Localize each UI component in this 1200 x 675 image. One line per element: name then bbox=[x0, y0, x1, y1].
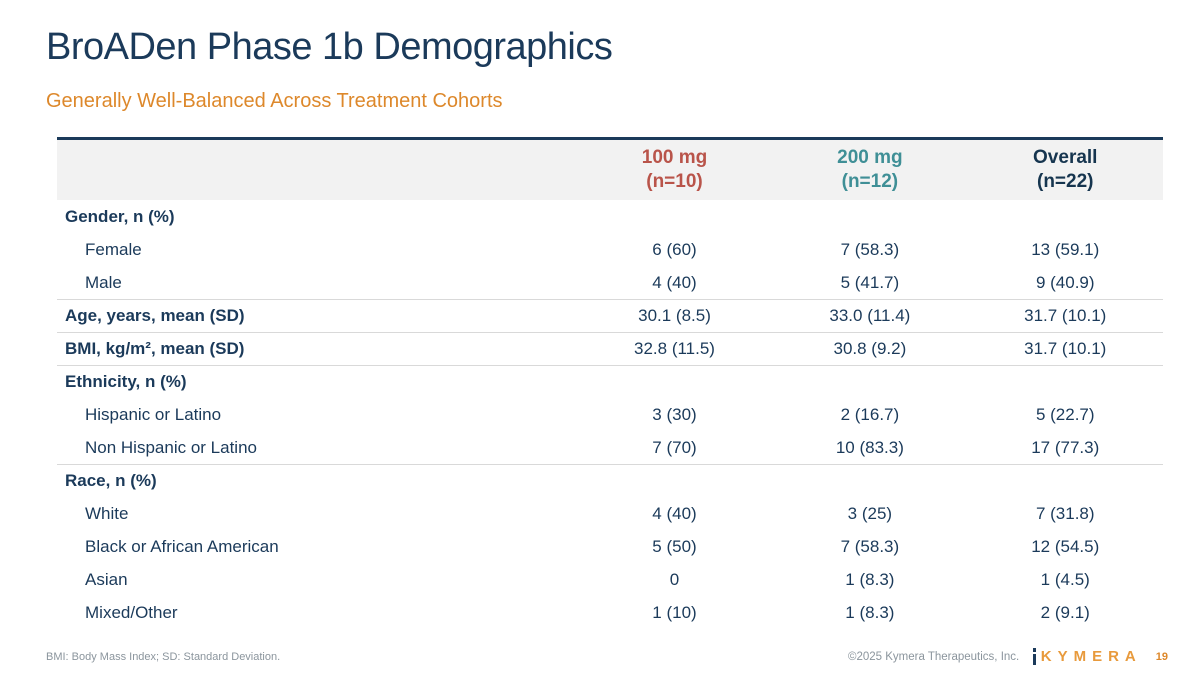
column-header-dose-label: 100 mg bbox=[641, 147, 708, 168]
table-row: Male 4 (40) 5 (41.7) 9 (40.9) bbox=[57, 266, 1163, 299]
table-row: BMI, kg/m², mean (SD) 32.8 (11.5) 30.8 (… bbox=[57, 332, 1163, 365]
row-label: Non Hispanic or Latino bbox=[85, 437, 257, 457]
table-row: Race, n (%) bbox=[57, 464, 1163, 497]
cell-200mg: 1 (8.3) bbox=[845, 602, 895, 622]
cell-200mg: 1 (8.3) bbox=[845, 569, 895, 589]
cell-100mg: 3 (30) bbox=[652, 404, 697, 424]
cell-200mg: 7 (58.3) bbox=[840, 536, 900, 556]
cell-overall: 9 (40.9) bbox=[1035, 272, 1095, 292]
column-header-overall: Overall (n=22) bbox=[968, 146, 1163, 194]
table-row: Black or African American 5 (50) 7 (58.3… bbox=[57, 530, 1163, 563]
cell-100mg: 6 (60) bbox=[652, 239, 697, 259]
row-label: Age, years, mean (SD) bbox=[65, 306, 245, 325]
page-subtitle: Generally Well-Balanced Across Treatment… bbox=[46, 90, 503, 112]
table-row: Female 6 (60) 7 (58.3) 13 (59.1) bbox=[57, 233, 1163, 266]
row-label: Ethnicity, n (%) bbox=[65, 372, 187, 391]
cell-100mg: 4 (40) bbox=[652, 272, 697, 292]
table-row: Ethnicity, n (%) bbox=[57, 365, 1163, 398]
cell-overall: 12 (54.5) bbox=[1031, 536, 1100, 556]
cell-100mg: 0 bbox=[669, 569, 680, 589]
cell-overall: 5 (22.7) bbox=[1035, 404, 1095, 424]
table-header-row: 100 mg (n=10) 200 mg (n=12) Overall (n=2… bbox=[57, 137, 1163, 200]
table-row: Non Hispanic or Latino 7 (70) 10 (83.3) … bbox=[57, 431, 1163, 464]
column-header-dose-label: 200 mg bbox=[837, 147, 903, 168]
row-label: Mixed/Other bbox=[85, 602, 178, 622]
footer-right: ©2025 Kymera Therapeutics, Inc. KYMERA 1… bbox=[848, 648, 1168, 665]
cell-200mg: 3 (25) bbox=[847, 503, 893, 523]
row-label: Race, n (%) bbox=[65, 471, 157, 490]
table-body: Gender, n (%) Female 6 (60) 7 (58.3) 13 … bbox=[57, 200, 1163, 629]
column-header-100mg: 100 mg (n=10) bbox=[577, 146, 772, 194]
row-label: Female bbox=[85, 239, 142, 259]
cell-200mg: 5 (41.7) bbox=[840, 272, 900, 292]
footnote-abbreviations: BMI: Body Mass Index; SD: Standard Devia… bbox=[46, 651, 281, 663]
cell-200mg: 2 (16.7) bbox=[840, 404, 900, 424]
kymera-logo-mark-icon bbox=[1033, 648, 1036, 665]
table-row: Hispanic or Latino 3 (30) 2 (16.7) 5 (22… bbox=[57, 398, 1163, 431]
row-label: BMI, kg/m², mean (SD) bbox=[65, 339, 245, 358]
row-label: Black or African American bbox=[85, 536, 279, 556]
kymera-logo-text: KYMERA bbox=[1040, 648, 1142, 665]
page-number: 19 bbox=[1155, 650, 1168, 663]
cell-200mg: 10 (83.3) bbox=[835, 437, 904, 457]
table-row: Asian 0 1 (8.3) 1 (4.5) bbox=[57, 563, 1163, 596]
cell-overall: 1 (4.5) bbox=[1040, 569, 1090, 589]
page-title: BroADen Phase 1b Demographics bbox=[46, 26, 613, 68]
cell-100mg: 30.1 (8.5) bbox=[638, 306, 711, 325]
cell-100mg: 5 (50) bbox=[652, 536, 697, 556]
cell-100mg: 1 (10) bbox=[652, 602, 697, 622]
column-header-n-label: (n=12) bbox=[841, 171, 899, 192]
table-row: Gender, n (%) bbox=[57, 200, 1163, 233]
cell-overall: 31.7 (10.1) bbox=[1024, 306, 1107, 325]
cell-overall: 13 (59.1) bbox=[1031, 239, 1100, 259]
cell-100mg: 32.8 (11.5) bbox=[634, 339, 715, 358]
cell-overall: 31.7 (10.1) bbox=[1024, 339, 1107, 358]
cell-100mg: 7 (70) bbox=[652, 437, 697, 457]
demographics-table: 100 mg (n=10) 200 mg (n=12) Overall (n=2… bbox=[57, 137, 1163, 629]
row-label: Asian bbox=[85, 569, 128, 589]
cell-200mg: 7 (58.3) bbox=[840, 239, 900, 259]
row-label: Gender, n (%) bbox=[65, 206, 175, 226]
column-header-n-label: (n=22) bbox=[1037, 171, 1094, 192]
cell-100mg: 4 (40) bbox=[652, 503, 697, 523]
cell-200mg: 30.8 (9.2) bbox=[833, 339, 907, 358]
cell-200mg: 33.0 (11.4) bbox=[829, 306, 911, 325]
column-header-200mg: 200 mg (n=12) bbox=[772, 146, 967, 194]
cell-overall: 7 (31.8) bbox=[1035, 503, 1095, 523]
table-row: Mixed/Other 1 (10) 1 (8.3) 2 (9.1) bbox=[57, 596, 1163, 629]
column-header-dose-label: Overall bbox=[1033, 147, 1098, 168]
column-header-n-label: (n=10) bbox=[646, 171, 703, 192]
table-row: Age, years, mean (SD) 30.1 (8.5) 33.0 (1… bbox=[57, 299, 1163, 332]
kymera-logo: KYMERA bbox=[1033, 648, 1142, 665]
row-label: White bbox=[85, 503, 129, 523]
row-label: Male bbox=[85, 272, 122, 292]
table-row: White 4 (40) 3 (25) 7 (31.8) bbox=[57, 497, 1163, 530]
cell-overall: 2 (9.1) bbox=[1040, 602, 1090, 622]
cell-overall: 17 (77.3) bbox=[1031, 437, 1100, 457]
copyright-text: ©2025 Kymera Therapeutics, Inc. bbox=[847, 650, 1020, 663]
row-label: Hispanic or Latino bbox=[85, 404, 222, 424]
